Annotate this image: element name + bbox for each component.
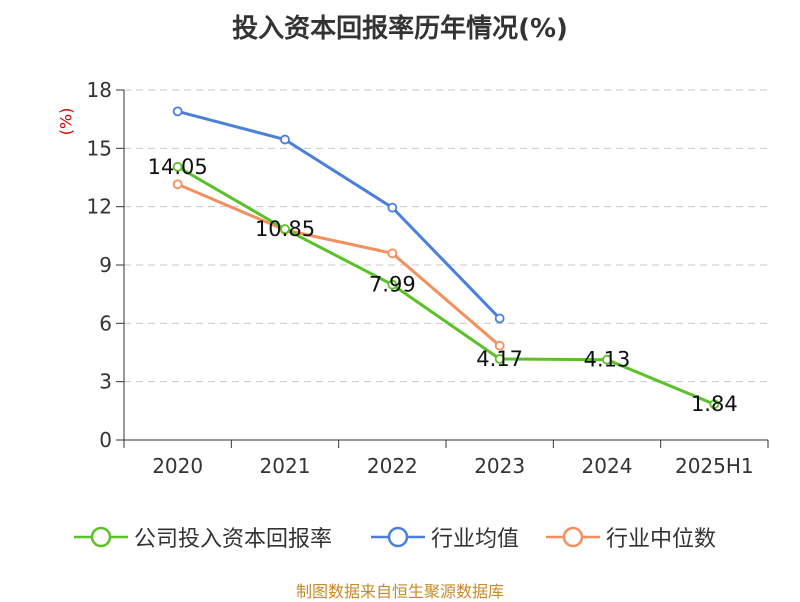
data-point[interactable] — [494, 313, 505, 324]
legend-label-industry-median: 行业中位数 — [606, 527, 717, 552]
y-tick-label: 0 — [99, 428, 112, 452]
data-point[interactable] — [172, 161, 183, 172]
legend-marker-industry-average — [371, 526, 425, 548]
data-point[interactable] — [280, 224, 290, 234]
x-tick-label: 2021 — [260, 454, 311, 478]
legend: 公司投入资本回报率 行业均值 行业中位数 — [0, 520, 800, 560]
legend-label-industry-average: 行业均值 — [431, 527, 520, 552]
y-tick-label: 15 — [87, 136, 112, 160]
y-tick-label: 6 — [99, 311, 112, 335]
legend-marker-company — [74, 526, 128, 548]
axes — [116, 89, 769, 448]
data-point[interactable] — [172, 179, 183, 190]
legend-marker-industry-median — [546, 526, 600, 548]
data-label: 1.84 — [691, 392, 738, 416]
grid-lines — [124, 89, 768, 383]
data-point[interactable] — [709, 399, 720, 410]
y-tick-label: 3 — [99, 370, 112, 394]
y-tick-label: 12 — [87, 195, 112, 219]
data-point[interactable] — [387, 248, 398, 259]
x-tick-label: 2022 — [367, 454, 418, 478]
legend-label-company: 公司投入资本回报率 — [134, 527, 333, 552]
x-tick-label: 2023 — [474, 454, 525, 478]
data-point[interactable] — [494, 340, 505, 351]
x-tick-label: 2025H1 — [675, 454, 754, 478]
data-point[interactable] — [387, 202, 398, 213]
data-label: 7.99 — [369, 273, 416, 297]
data-point[interactable] — [280, 134, 290, 145]
x-tick-labels: 2020 2021 2022 2023 2024 2025H1 — [152, 454, 753, 478]
data-label: 4.17 — [476, 347, 523, 371]
data-point[interactable] — [172, 106, 183, 117]
y-tick-labels: 0 3 6 9 12 15 18 — [87, 78, 112, 452]
y-tick-label: 9 — [99, 253, 112, 277]
data-point[interactable] — [387, 279, 398, 290]
series-line — [176, 165, 715, 406]
legend-item-industry-average[interactable]: 行业均值 — [371, 520, 519, 554]
data-label: 4.13 — [584, 348, 631, 372]
data-label: 10.85 — [255, 217, 315, 241]
legend-item-company[interactable]: 公司投入资本回报率 — [74, 520, 332, 554]
data-source-note: 制图数据来自恒生聚源数据库 — [295, 582, 504, 601]
y-tick-label: 18 — [87, 78, 112, 102]
legend-item-industry-median[interactable]: 行业中位数 — [546, 520, 716, 554]
series-lines — [172, 106, 720, 410]
data-point[interactable] — [602, 354, 612, 365]
data-labels: 14.05 10.85 7.99 4.17 4.13 1.84 — [148, 155, 738, 416]
data-label: 14.05 — [148, 155, 208, 179]
x-tick-label: 2020 — [152, 454, 203, 478]
data-point[interactable] — [494, 354, 505, 364]
chart-title: 投入资本回报率历年情况(%) — [232, 14, 568, 44]
series-line — [177, 109, 501, 320]
series-line — [177, 182, 501, 347]
x-tick-label: 2024 — [582, 454, 633, 478]
